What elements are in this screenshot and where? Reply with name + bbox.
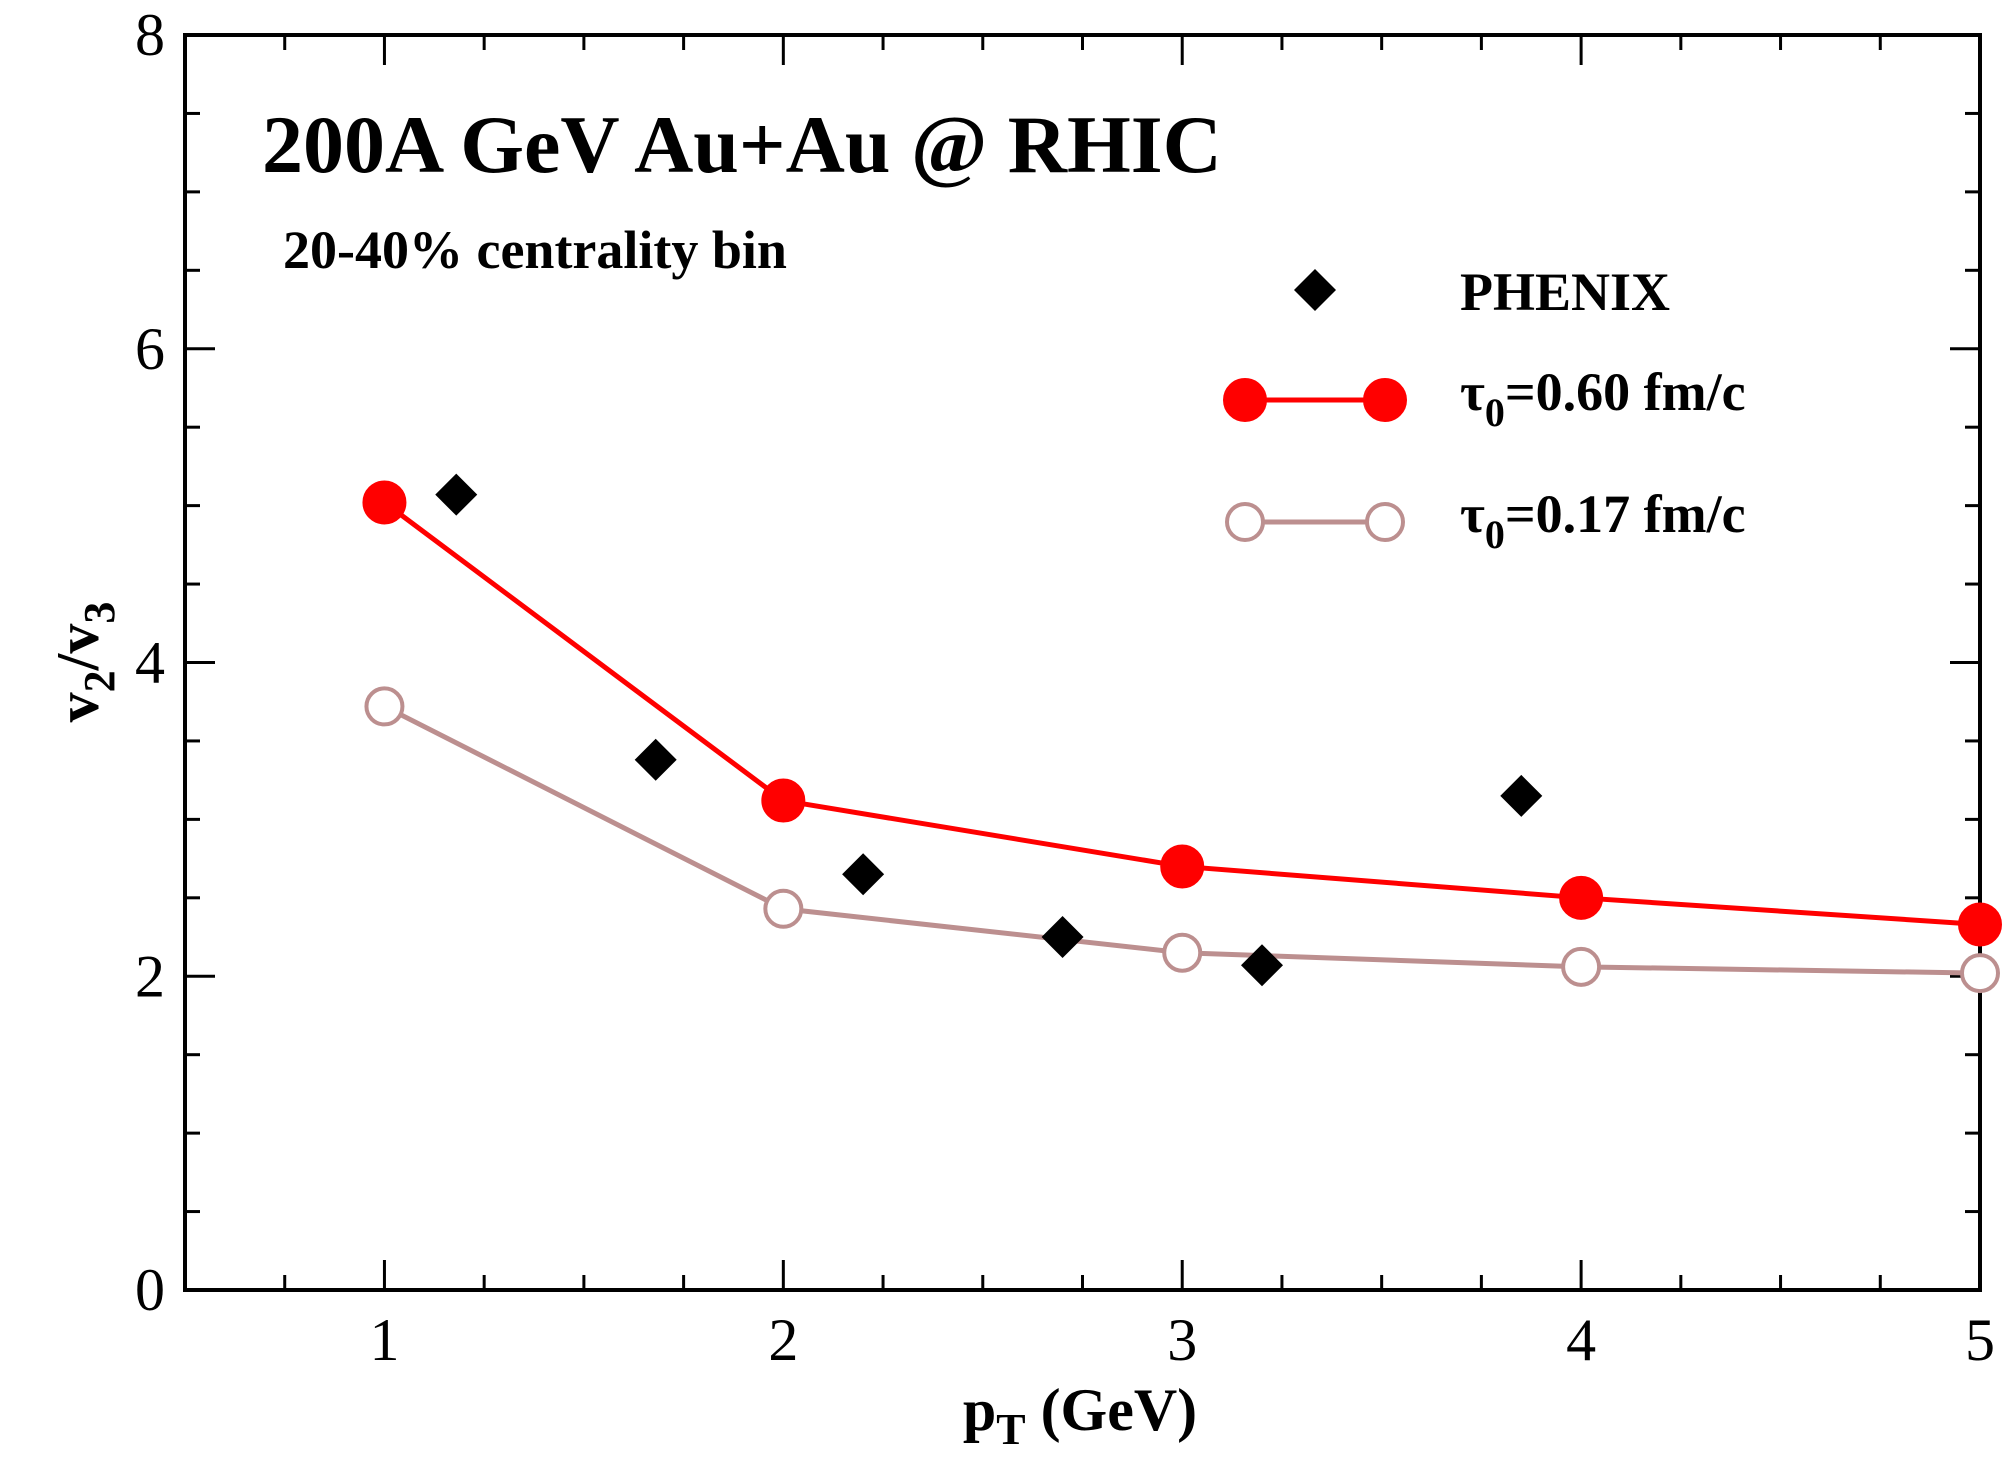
legend: PHENIX τ0=0.60 fm/c τ0=0.17 fm/c	[1223, 262, 1746, 557]
legend-symbol-phenix	[1294, 269, 1336, 311]
x-tick-label: 4	[1566, 1307, 1596, 1373]
data-point-phenix	[435, 473, 478, 516]
series-lines	[382, 500, 1981, 976]
data-point-tau-017	[1162, 932, 1203, 973]
y-tick-label: 4	[135, 630, 165, 696]
y-axis-title: v2/v3	[45, 602, 124, 723]
x-axis-title-rest: (GeV)	[1026, 1377, 1198, 1443]
legend-symbol-tau-017	[1225, 502, 1265, 542]
x-axis-title-main: p	[963, 1377, 996, 1443]
legend-tau-060-sub: 0	[1485, 390, 1505, 435]
x-tick-label: 2	[768, 1307, 798, 1373]
data-point-phenix	[842, 853, 885, 896]
y-tick-label: 2	[135, 943, 165, 1009]
legend-label-phenix: PHENIX	[1460, 262, 1670, 322]
data-point-tau-017	[364, 686, 405, 727]
x-axis-title: pT (GeV)	[963, 1377, 1197, 1454]
data-point-phenix	[634, 738, 677, 781]
data-point-tau-060	[362, 480, 407, 525]
data-point-tau-017	[1561, 946, 1602, 987]
y-axis-title-v1: v	[45, 692, 111, 722]
y-axis-title-s2: 3	[75, 602, 124, 624]
y-axis-title-v2: v	[45, 624, 111, 654]
data-point-phenix	[1500, 774, 1543, 817]
x-tick-label: 3	[1167, 1307, 1197, 1373]
legend-tau-017-sub: 0	[1485, 512, 1505, 557]
chart-subtitle: 20-40% centrality bin	[283, 220, 787, 280]
legend-symbol-tau-060	[1223, 378, 1267, 422]
y-tick-label: 0	[135, 1257, 165, 1323]
x-axis-title-sub: T	[996, 1405, 1025, 1454]
legend-tau-017-main: τ	[1460, 484, 1485, 544]
axis-ticks: 1 2 3 4 5 0 2 4 6 8	[135, 2, 1995, 1373]
data-point-tau-060	[1160, 844, 1205, 889]
data-point-tau-060	[1559, 875, 1604, 920]
y-tick-label: 8	[135, 2, 165, 68]
y-axis-title-s1: 2	[75, 670, 124, 692]
x-tick-label: 5	[1965, 1307, 1995, 1373]
legend-tau-060-main: τ	[1460, 362, 1485, 422]
data-point-tau-060	[1958, 902, 2002, 947]
data-point-tau-017	[1960, 953, 2000, 994]
legend-label-tau-060: τ0=0.60 fm/c	[1460, 362, 1746, 435]
data-point-phenix	[1041, 916, 1084, 959]
chart-title: 200A GeV Au+Au @ RHIC	[262, 99, 1222, 190]
legend-symbol-tau-060	[1363, 378, 1407, 422]
data-point-tau-017	[763, 888, 804, 929]
legend-label-tau-017: τ0=0.17 fm/c	[1460, 484, 1746, 557]
legend-symbol-tau-017	[1365, 502, 1405, 542]
legend-tau-060-rest: =0.60 fm/c	[1505, 362, 1746, 422]
y-tick-label: 6	[135, 316, 165, 382]
data-point-tau-060	[761, 778, 806, 823]
x-tick-label: 1	[369, 1307, 399, 1373]
series-markers	[362, 473, 2002, 994]
y-axis-title-slash: /	[45, 652, 111, 671]
legend-tau-017-rest: =0.17 fm/c	[1505, 484, 1746, 544]
data-point-phenix	[1241, 944, 1283, 987]
